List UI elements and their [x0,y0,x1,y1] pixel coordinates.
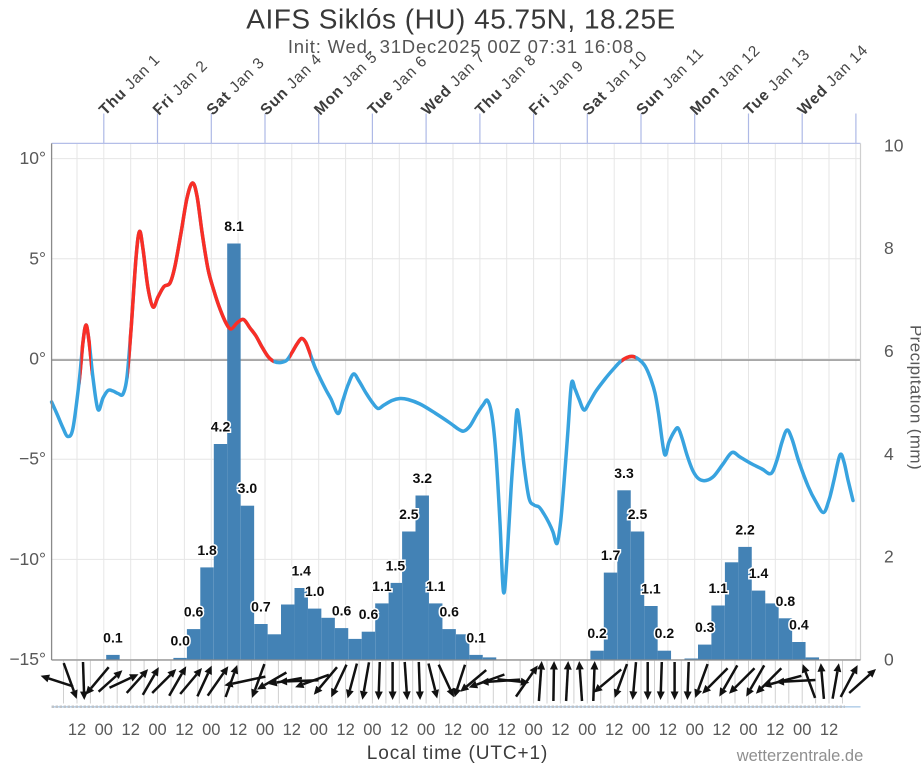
svg-text:0.6: 0.6 [359,606,379,622]
svg-text:1.1: 1.1 [708,580,728,596]
svg-text:12: 12 [659,721,677,739]
svg-text:12: 12 [390,721,408,739]
svg-text:00: 00 [417,721,435,739]
svg-text:00: 00 [632,721,650,739]
svg-text:0.3: 0.3 [695,619,715,635]
svg-text:00: 00 [363,721,381,739]
svg-text:4.2: 4.2 [211,419,231,435]
svg-text:00: 00 [578,721,596,739]
svg-text:−15°: −15° [9,649,46,669]
svg-text:wetterzentrale.de: wetterzentrale.de [736,747,864,765]
svg-text:2.5: 2.5 [628,506,648,522]
svg-text:4: 4 [884,444,894,464]
svg-text:00: 00 [310,721,328,739]
svg-text:−5°: −5° [19,449,46,469]
svg-text:AIFS Siklós (HU) 45.75N, 18.25: AIFS Siklós (HU) 45.75N, 18.25E [246,4,675,35]
svg-text:12: 12 [283,721,301,739]
svg-text:0.2: 0.2 [655,625,675,641]
svg-text:00: 00 [524,721,542,739]
svg-text:12: 12 [605,721,623,739]
svg-text:3.2: 3.2 [413,470,433,486]
svg-text:00: 00 [148,721,166,739]
svg-text:2: 2 [884,547,894,567]
svg-text:3.0: 3.0 [238,480,258,496]
svg-text:8: 8 [884,238,894,258]
svg-text:12: 12 [175,721,193,739]
svg-text:10: 10 [884,135,904,155]
svg-text:Local time (UTC+1): Local time (UTC+1) [367,743,548,764]
svg-text:12: 12 [229,721,247,739]
svg-text:1.5: 1.5 [386,557,406,573]
svg-text:1.7: 1.7 [601,547,621,563]
svg-text:0.1: 0.1 [103,629,123,645]
svg-text:1.1: 1.1 [372,578,392,594]
svg-text:1.4: 1.4 [291,563,311,579]
svg-text:12: 12 [766,721,784,739]
svg-text:5°: 5° [29,248,46,268]
svg-text:3.3: 3.3 [614,465,634,481]
svg-text:0°: 0° [29,349,46,369]
svg-text:00: 00 [95,721,113,739]
svg-text:1.4: 1.4 [749,565,769,581]
svg-text:0.7: 0.7 [251,599,271,615]
svg-text:Init: Wed, 31Dec2025 00Z 07:31: Init: Wed, 31Dec2025 00Z 07:31 16:08 [288,36,634,57]
svg-text:12: 12 [820,721,838,739]
svg-text:12: 12 [498,721,516,739]
svg-text:0.0: 0.0 [170,632,190,648]
svg-text:2.2: 2.2 [735,521,755,537]
svg-text:12: 12 [444,721,462,739]
svg-text:Precipitation (mm): Precipitation (mm) [907,325,921,470]
svg-text:1.1: 1.1 [641,581,661,597]
svg-text:12: 12 [336,721,354,739]
svg-text:00: 00 [256,721,274,739]
svg-text:00: 00 [686,721,704,739]
svg-text:12: 12 [122,721,140,739]
svg-text:0.6: 0.6 [332,603,352,619]
svg-text:00: 00 [739,721,757,739]
svg-text:12: 12 [68,721,86,739]
svg-text:8.1: 8.1 [224,218,244,234]
svg-text:0.8: 0.8 [776,593,796,609]
svg-text:12: 12 [551,721,569,739]
svg-text:1.8: 1.8 [197,542,217,558]
svg-text:00: 00 [793,721,811,739]
svg-text:2.5: 2.5 [399,506,419,522]
svg-text:0.6: 0.6 [184,604,204,620]
svg-text:0.6: 0.6 [439,604,459,620]
svg-text:00: 00 [202,721,220,739]
svg-text:0.1: 0.1 [466,629,486,645]
svg-text:6: 6 [884,341,894,361]
svg-text:0.4: 0.4 [789,617,809,633]
svg-text:1.0: 1.0 [305,583,325,599]
svg-text:−10°: −10° [9,549,46,569]
svg-text:00: 00 [471,721,489,739]
svg-text:12: 12 [712,721,730,739]
svg-text:0.2: 0.2 [587,625,607,641]
svg-text:1.1: 1.1 [426,578,446,594]
svg-text:0: 0 [884,650,894,670]
svg-text:10°: 10° [20,148,46,168]
